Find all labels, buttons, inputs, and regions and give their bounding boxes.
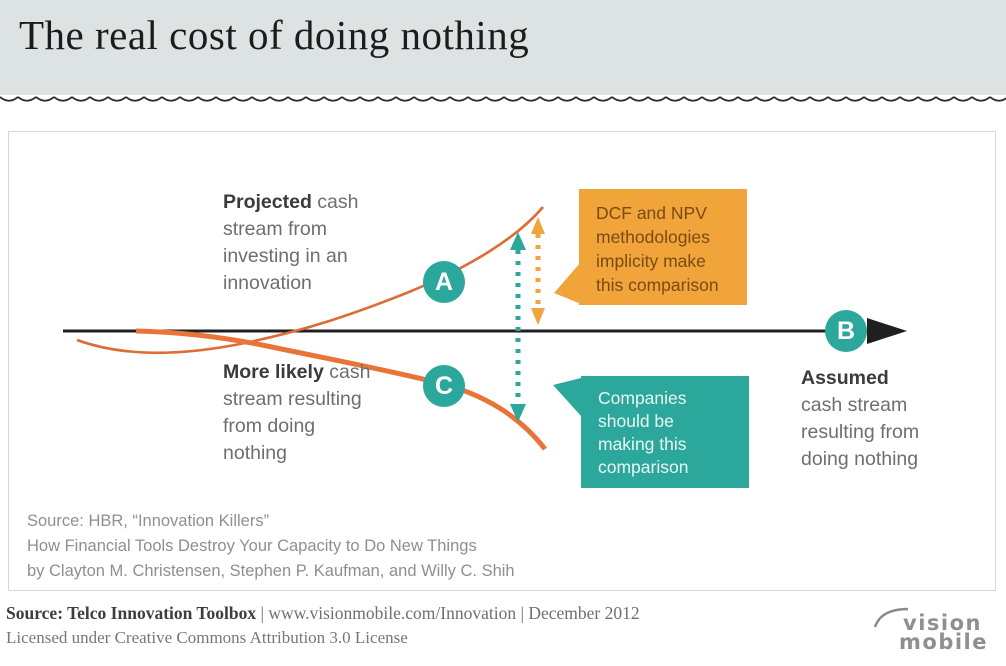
teal-gap-arrowhead-top [510, 232, 526, 250]
more-likely-label-bold: More likely [223, 361, 324, 383]
more-likely-label-rest: cash [329, 361, 371, 383]
orange-gap-arrowhead-top [531, 217, 545, 234]
logo-text-mobile: mobile [899, 630, 988, 654]
more-likely-label-line3: from doing [223, 415, 316, 437]
projected-label-rest: cash [317, 191, 359, 213]
hbr-source-line3: by Clayton M. Christensen, Stephen P. Ka… [27, 562, 515, 580]
diagram-panel: Projected cash stream from investing in … [8, 131, 996, 591]
projected-label-line1: Projected cash [223, 189, 359, 216]
companies-callout: Companies should be making this comparis… [581, 376, 749, 488]
slide-header: The real cost of doing nothing [0, 0, 1006, 95]
more-likely-label-line1: More likely cash [223, 359, 370, 386]
dcf-callout-tail [554, 262, 581, 304]
badge-b: B [825, 310, 867, 352]
projected-curve [76, 206, 544, 355]
assumed-label-line3: resulting from [801, 421, 920, 443]
projected-label-line4: innovation [223, 272, 312, 294]
assumed-label-bold: Assumed [801, 367, 889, 389]
more-likely-curve [135, 328, 547, 451]
projected-label: Projected cash stream from investing in … [223, 189, 359, 297]
companies-callout-tail [553, 378, 581, 416]
more-likely-label-line2: stream resulting [223, 388, 362, 410]
assumed-label-line2: cash stream [801, 394, 908, 416]
hbr-source-line1: Source: HBR, “Innovation Killers” [27, 512, 270, 530]
badge-c: C [423, 365, 465, 407]
logo-text-vision: vision [903, 611, 982, 635]
assumed-label-line4: doing nothing [801, 448, 919, 470]
orange-gap-arrowhead-bottom [531, 308, 545, 325]
projected-label-bold: Projected [223, 191, 312, 213]
page-title: The real cost of doing nothing [19, 12, 530, 58]
assumed-label-line1: Assumed [801, 365, 919, 392]
diagram-canvas [63, 206, 907, 451]
hbr-source-line2: How Financial Tools Destroy Your Capacit… [27, 537, 477, 555]
teal-gap-arrowhead-bottom [510, 404, 526, 422]
assumed-label: Assumed cash stream resulting from doing… [801, 365, 919, 473]
footer-source-bold: Source: Telco Innovation Toolbox [6, 603, 257, 623]
more-likely-label: More likely cash stream resulting from d… [223, 359, 370, 467]
footer-source-rest: | www.visionmobile.com/Innovation | Dece… [260, 603, 640, 623]
time-axis-arrowhead [867, 318, 907, 344]
projected-label-line3: investing in an [223, 245, 348, 267]
logo-swoosh [873, 607, 909, 628]
more-likely-label-line4: nothing [223, 442, 287, 464]
dcf-callout: DCF and NPV methodologies implicity make… [579, 189, 747, 305]
wavy-divider [0, 95, 1006, 105]
hbr-source: Source: HBR, “Innovation Killers” How Fi… [27, 509, 515, 584]
footer-source: Source: Telco Innovation Toolbox | www.v… [6, 603, 640, 624]
license-text: Licensed under Creative Commons Attribut… [6, 628, 408, 647]
visionmobile-logo: vision mobile [873, 607, 988, 654]
slide-footer: Source: Telco Innovation Toolbox | www.v… [0, 598, 1006, 666]
projected-label-line2: stream from [223, 218, 328, 240]
badge-a: A [423, 261, 465, 303]
